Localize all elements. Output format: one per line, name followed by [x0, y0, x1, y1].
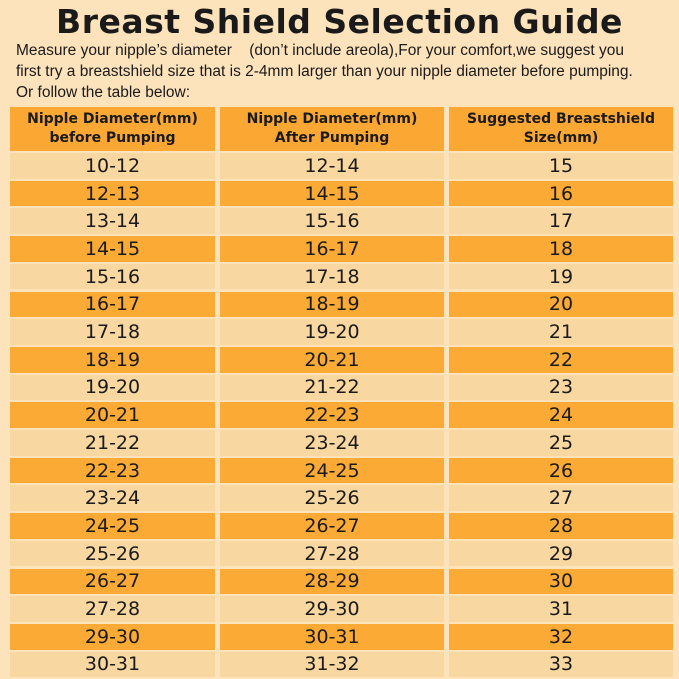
table-cell: 24-25 — [220, 457, 444, 484]
table-cell: 10-12 — [10, 153, 215, 179]
table-cell: 23-24 — [220, 430, 444, 456]
table-cell: 12-14 — [220, 153, 444, 179]
table-cell: 18-19 — [10, 346, 215, 373]
table-cell: 19-20 — [10, 374, 215, 401]
table-cell: 22 — [449, 346, 673, 373]
header-cell: Nipple Diameter(mm) After Pumping — [220, 107, 444, 151]
title: Breast Shield Selection Guide — [56, 2, 623, 41]
header-line: Suggested Breastshield — [467, 111, 655, 127]
table-cell: 32 — [449, 623, 673, 650]
table-cell: 27-28 — [10, 596, 215, 622]
table-cell: 12-13 — [10, 180, 215, 207]
table-cell: 20-21 — [220, 346, 444, 373]
table-cell: 15-16 — [10, 263, 215, 290]
table-cell: 29 — [449, 540, 673, 567]
header-line: Size(mm) — [523, 130, 599, 146]
table-cell: 21-22 — [220, 374, 444, 401]
table-cell: 18 — [449, 236, 673, 262]
table-cell: 17 — [449, 208, 673, 235]
table-cell: 13-14 — [10, 208, 215, 235]
table-cell: 31 — [449, 596, 673, 622]
table-cell: 14-15 — [220, 180, 444, 207]
table-cell: 29-30 — [10, 623, 215, 650]
table-cell: 25-26 — [220, 485, 444, 512]
table-cell: 28-29 — [220, 568, 444, 595]
table-cell: 21 — [449, 319, 673, 345]
table-cell: 20-21 — [10, 402, 215, 428]
table-cell: 30 — [449, 568, 673, 595]
table-cell: 23-24 — [10, 485, 215, 512]
table-cell: 18-19 — [220, 291, 444, 318]
table-cell: 27 — [449, 485, 673, 512]
table-cell: 30-31 — [220, 623, 444, 650]
table-cell: 24-25 — [10, 513, 215, 539]
table-cell: 31-32 — [220, 651, 444, 678]
table-cell: 33 — [449, 651, 673, 678]
header-line: After Pumping — [274, 130, 390, 146]
intro-line: Measure your nipple’s diameter (don’t in… — [16, 42, 624, 59]
table-cell: 25-26 — [10, 540, 215, 567]
table-cell: 16 — [449, 180, 673, 207]
table-cell: 22-23 — [10, 457, 215, 484]
table-cell: 20 — [449, 291, 673, 318]
table-cell: 26-27 — [10, 568, 215, 595]
table-cell: 19-20 — [220, 319, 444, 345]
table-cell: 21-22 — [10, 430, 215, 456]
table-cell: 17-18 — [10, 319, 215, 345]
table-cell: 28 — [449, 513, 673, 539]
table-cell: 15 — [449, 153, 673, 179]
table-cell: 22-23 — [220, 402, 444, 428]
table-cell: 26 — [449, 457, 673, 484]
header-cell: Nipple Diameter(mm) before Pumping — [10, 107, 215, 151]
table-cell: 25 — [449, 430, 673, 456]
table-cell: 26-27 — [220, 513, 444, 539]
table-cell: 14-15 — [10, 236, 215, 262]
intro-line: first try a breastshield size that is 2-… — [16, 63, 633, 80]
table-cell: 15-16 — [220, 208, 444, 235]
header-line: Nipple Diameter(mm) — [246, 111, 418, 127]
table-cell: 16-17 — [10, 291, 215, 318]
table-cell: 24 — [449, 402, 673, 428]
table-cell: 16-17 — [220, 236, 444, 262]
table-cell: 29-30 — [220, 596, 444, 622]
table-cell: 17-18 — [220, 263, 444, 290]
table-cell: 23 — [449, 374, 673, 401]
table-cell: 19 — [449, 263, 673, 290]
header-line: Nipple Diameter(mm) — [27, 111, 198, 127]
header-cell: Suggested Breastshield Size(mm) — [449, 107, 673, 151]
table-cell: 30-31 — [10, 651, 215, 678]
header-line: before Pumping — [49, 130, 176, 146]
intro-line: Or follow the table below: — [16, 84, 191, 101]
table-cell: 27-28 — [220, 540, 444, 567]
